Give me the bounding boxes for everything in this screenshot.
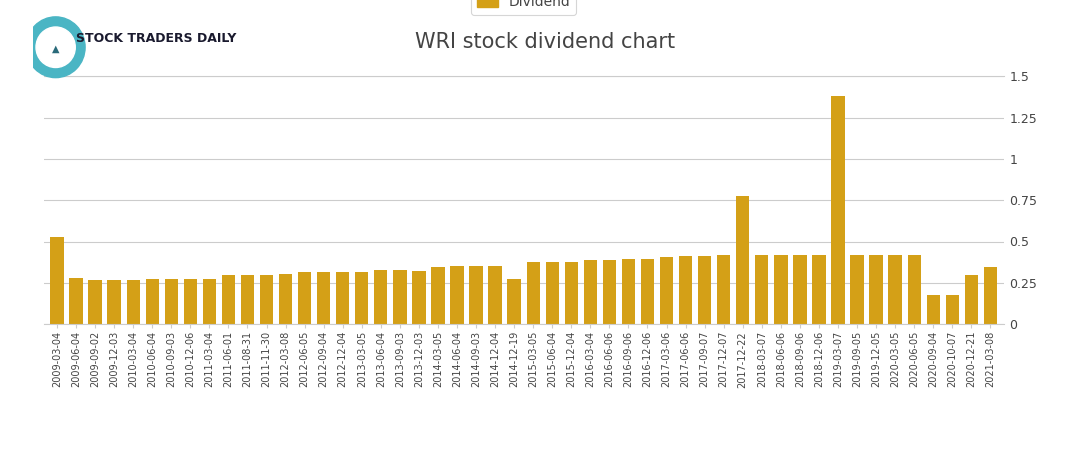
Bar xyxy=(775,255,788,324)
Bar xyxy=(336,272,349,324)
Bar xyxy=(374,270,387,324)
Bar xyxy=(602,261,616,324)
Bar xyxy=(165,279,178,324)
Bar xyxy=(183,279,197,324)
Legend: Dividend: Dividend xyxy=(471,0,576,14)
Bar xyxy=(717,255,730,324)
Bar xyxy=(145,279,159,324)
Bar xyxy=(527,262,540,324)
Bar xyxy=(412,271,425,324)
Bar xyxy=(850,255,864,324)
Bar xyxy=(298,272,311,324)
Text: ▲: ▲ xyxy=(52,44,59,54)
Bar xyxy=(698,256,711,324)
Bar xyxy=(870,255,883,324)
Bar xyxy=(489,266,502,324)
Bar xyxy=(908,255,921,324)
Bar xyxy=(793,255,806,324)
Bar xyxy=(813,255,826,324)
Bar xyxy=(964,274,978,324)
Bar xyxy=(679,256,693,324)
Bar xyxy=(107,280,121,324)
Bar xyxy=(888,255,902,324)
Bar xyxy=(260,275,273,324)
Bar xyxy=(469,266,482,324)
Bar xyxy=(831,96,844,324)
Bar xyxy=(203,279,216,324)
Bar xyxy=(50,237,63,324)
Bar xyxy=(355,272,369,324)
Bar xyxy=(660,257,673,324)
Bar xyxy=(546,262,559,324)
Bar xyxy=(279,274,292,324)
Bar xyxy=(393,270,407,324)
Bar xyxy=(507,279,520,324)
Bar xyxy=(317,272,331,324)
Bar xyxy=(431,267,445,324)
Bar xyxy=(241,275,254,324)
Bar xyxy=(640,259,655,324)
Bar xyxy=(451,266,464,324)
Bar xyxy=(127,280,140,324)
Bar xyxy=(221,275,235,324)
Bar xyxy=(755,255,768,324)
Bar xyxy=(88,280,101,324)
Bar xyxy=(946,295,959,324)
Bar xyxy=(926,295,940,324)
Circle shape xyxy=(36,27,75,68)
Bar xyxy=(736,196,750,324)
Bar xyxy=(984,267,997,324)
Bar xyxy=(622,259,635,324)
Bar xyxy=(584,261,597,324)
Text: WRI stock dividend chart: WRI stock dividend chart xyxy=(416,32,675,51)
Text: STOCK TRADERS DAILY: STOCK TRADERS DAILY xyxy=(76,32,237,45)
Bar xyxy=(70,278,83,324)
Bar xyxy=(565,262,578,324)
Circle shape xyxy=(26,17,85,77)
